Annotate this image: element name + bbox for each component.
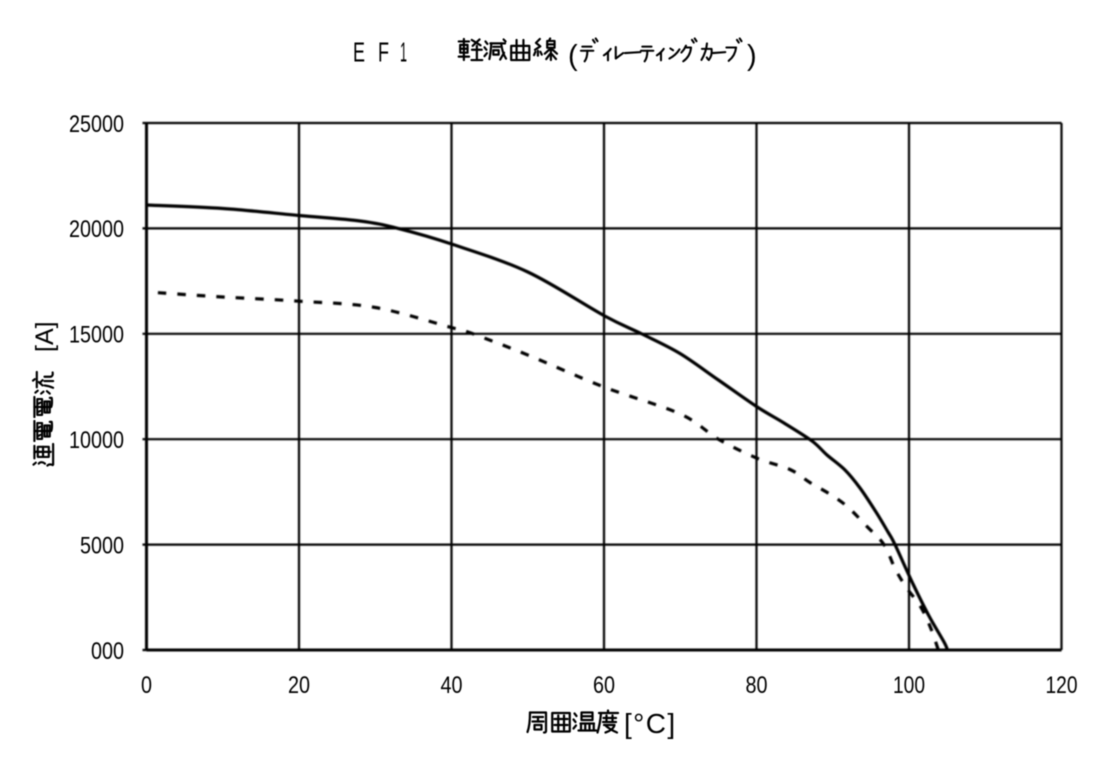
svg-text:F: F [378, 37, 389, 68]
svg-text:40: 40 [441, 672, 463, 699]
svg-text:): ) [747, 40, 757, 72]
svg-text:E: E [353, 37, 365, 68]
svg-text:20: 20 [288, 672, 310, 699]
svg-text:20000: 20000 [69, 216, 124, 243]
svg-text:120: 120 [1046, 672, 1078, 699]
svg-text:5000: 5000 [80, 532, 124, 559]
svg-text:000: 000 [91, 638, 124, 665]
svg-text:0: 0 [141, 672, 152, 699]
svg-text:100: 100 [893, 672, 925, 699]
svg-text:(: ( [568, 40, 578, 72]
svg-text:60: 60 [593, 672, 615, 699]
svg-text:1: 1 [400, 37, 407, 68]
svg-text:25000: 25000 [69, 111, 124, 138]
svg-text:80: 80 [746, 672, 768, 699]
svg-text:15000: 15000 [69, 322, 124, 349]
svg-text:[A]: [A] [31, 321, 59, 352]
svg-text:10000: 10000 [69, 427, 124, 454]
svg-text:[°C]: [°C] [624, 708, 677, 739]
